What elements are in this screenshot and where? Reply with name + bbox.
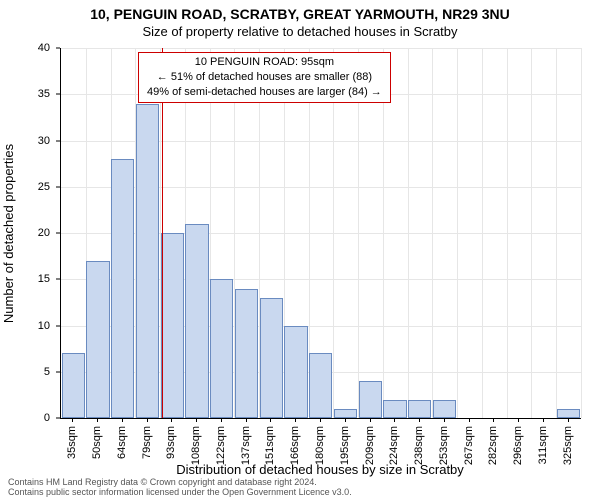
bar [161, 233, 184, 418]
y-tick-label: 40 [2, 42, 50, 54]
x-tick-label: 224sqm [388, 426, 400, 465]
bar [284, 326, 307, 419]
annotation-line2: ← 51% of detached houses are smaller (88… [147, 70, 382, 85]
plot-area: 10 PENGUIN ROAD: 95sqm ← 51% of detached… [60, 48, 581, 419]
x-tick-label: 195sqm [339, 426, 351, 465]
x-tick-label: 238sqm [413, 426, 425, 465]
x-tick-label: 282sqm [487, 426, 499, 465]
x-axis-ticks: 35sqm 50sqm 64sqm 79sqm 93sqm 108sqm 122sqm 137… [60, 418, 580, 468]
bar [185, 224, 208, 418]
bar [359, 381, 382, 418]
x-tick-label: 151sqm [264, 426, 276, 465]
bar [111, 159, 134, 418]
bar [235, 289, 258, 419]
annotation-line3: 49% of semi-detached houses are larger (… [147, 85, 382, 100]
x-tick-label: 253sqm [438, 426, 450, 465]
bar [408, 400, 431, 419]
annotation-box: 10 PENGUIN ROAD: 95sqm ← 51% of detached… [138, 52, 391, 103]
bars-group [61, 48, 581, 418]
x-tick-label: 50sqm [91, 426, 103, 459]
chart-container: 10, PENGUIN ROAD, SCRATBY, GREAT YARMOUT… [0, 0, 600, 500]
x-tick-label: 93sqm [165, 426, 177, 459]
x-tick-label: 296sqm [512, 426, 524, 465]
x-tick-label: 209sqm [364, 426, 376, 465]
chart-title-line2: Size of property relative to detached ho… [0, 24, 600, 39]
x-tick-label: 137sqm [240, 426, 252, 465]
x-tick-label: 267sqm [463, 426, 475, 465]
x-tick-label: 166sqm [289, 426, 301, 465]
y-tick-label: 30 [2, 135, 50, 147]
bar [86, 261, 109, 418]
x-tick-label: 180sqm [314, 426, 326, 465]
x-tick-label: 311sqm [537, 426, 549, 464]
y-tick-label: 25 [2, 181, 50, 193]
x-tick-label: 35sqm [66, 426, 78, 459]
chart-title-line1: 10, PENGUIN ROAD, SCRATBY, GREAT YARMOUT… [0, 6, 600, 22]
y-tick-label: 35 [2, 88, 50, 100]
x-tick-label: 64sqm [116, 426, 128, 459]
bar [210, 279, 233, 418]
x-tick-label: 79sqm [141, 426, 153, 459]
x-axis-label: Distribution of detached houses by size … [60, 462, 580, 477]
bar [62, 353, 85, 418]
y-tick-label: 15 [2, 273, 50, 285]
y-tick-label: 10 [2, 320, 50, 332]
bar [383, 400, 406, 419]
bar [433, 400, 456, 419]
y-tick-label: 20 [2, 227, 50, 239]
annotation-line1: 10 PENGUIN ROAD: 95sqm [147, 55, 382, 70]
bar [557, 409, 580, 418]
y-axis-ticks: 0510152025303540 [0, 48, 56, 418]
bar [309, 353, 332, 418]
y-tick-label: 5 [2, 366, 50, 378]
y-tick-label: 0 [2, 412, 50, 424]
x-tick-label: 122sqm [215, 426, 227, 465]
bar [334, 409, 357, 418]
bar [136, 104, 159, 419]
footer-attribution: Contains HM Land Registry data © Crown c… [8, 478, 592, 498]
x-tick-label: 108sqm [190, 426, 202, 465]
bar [260, 298, 283, 418]
footer-line2: Contains public sector information licen… [8, 488, 592, 498]
reference-line [162, 48, 163, 418]
x-tick-label: 325sqm [562, 426, 574, 465]
